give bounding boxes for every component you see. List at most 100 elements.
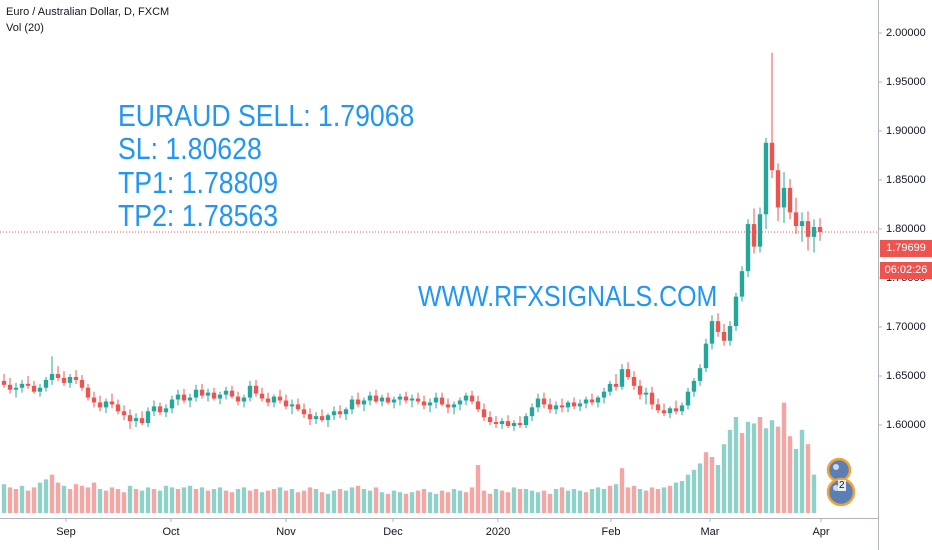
- candle-body: [709, 321, 715, 344]
- price-tick-label: 1.90000: [886, 125, 926, 137]
- volume-bar: [265, 490, 271, 513]
- candle-body: [223, 390, 229, 395]
- candle-body: [589, 399, 595, 403]
- candle-body: [229, 390, 235, 397]
- candle-body: [541, 398, 547, 405]
- time-tick-label: Nov: [276, 526, 296, 538]
- candle-body: [463, 395, 469, 401]
- volume-bar: [49, 474, 55, 513]
- candle-body: [319, 416, 325, 421]
- volume-bar: [727, 429, 733, 513]
- candle-body: [559, 405, 565, 408]
- volume-bar: [379, 492, 385, 513]
- volume-bar: [277, 487, 283, 513]
- volume-bar: [295, 492, 301, 513]
- candle-body: [715, 321, 721, 332]
- volume-bar: [613, 484, 619, 513]
- candle-body: [697, 368, 703, 381]
- candle-body: [745, 224, 751, 272]
- candle-body: [505, 421, 511, 426]
- candle-body: [259, 393, 265, 399]
- candle-body: [631, 376, 637, 386]
- price-tick-label: 1.95000: [886, 76, 926, 88]
- volume-bar: [253, 489, 259, 513]
- candle-body: [493, 422, 499, 425]
- candle-body: [283, 400, 289, 407]
- volume-bar: [331, 490, 337, 513]
- volume-bar: [523, 489, 529, 513]
- volume-bar: [385, 493, 391, 513]
- candle-body: [355, 399, 361, 405]
- candle-body: [637, 385, 643, 395]
- candle-body: [763, 142, 769, 215]
- symbol-legend[interactable]: Euro / Australian Dollar, D, FXCM: [6, 6, 170, 18]
- price-tick-label: 1.80000: [886, 223, 926, 235]
- candle-body: [397, 396, 403, 400]
- volume-bar: [85, 487, 91, 513]
- volume-bar: [547, 493, 553, 513]
- candle-body: [97, 402, 103, 408]
- price-tick-label: 1.65000: [886, 370, 926, 382]
- volume-bar: [535, 492, 541, 513]
- candle-body: [361, 400, 367, 405]
- volume-bar: [469, 487, 475, 513]
- volume-bar: [661, 487, 667, 513]
- volume-bar: [733, 417, 739, 513]
- volume-bar: [577, 490, 583, 513]
- volume-bar: [463, 492, 469, 513]
- volume-bar: [505, 492, 511, 513]
- volume-bar: [223, 490, 229, 513]
- volume-bar: [127, 485, 133, 513]
- volume-bar: [211, 489, 217, 513]
- candle-body: [391, 399, 397, 403]
- volume-bar: [799, 429, 805, 513]
- volume-bar: [139, 490, 145, 513]
- candle-body: [109, 401, 115, 405]
- volume-bar: [583, 492, 589, 513]
- candle-body: [475, 401, 481, 410]
- candle-body: [661, 410, 667, 414]
- website-watermark: WWW.RFXSIGNALS.COM: [418, 281, 718, 313]
- candle-body: [337, 411, 343, 415]
- candle-body: [67, 376, 73, 383]
- volume-bar: [31, 487, 37, 513]
- candle-body: [655, 404, 661, 411]
- volume-bar: [793, 449, 799, 513]
- candle-body: [409, 398, 415, 401]
- time-tick-label: Apr: [812, 526, 830, 538]
- price-tick-label: 1.70000: [886, 321, 926, 333]
- volume-legend[interactable]: Vol (20): [6, 22, 44, 34]
- candle-body: [73, 376, 79, 380]
- price-tick-label: 1.60000: [886, 419, 926, 431]
- volume-bar: [739, 433, 745, 513]
- candle-body: [157, 406, 163, 413]
- time-tick-label: Oct: [162, 526, 180, 538]
- candle-body: [739, 271, 745, 297]
- time-tick-label: Mar: [700, 526, 720, 538]
- volume-bar: [229, 492, 235, 513]
- candle-body: [385, 397, 391, 403]
- candle-body: [799, 221, 805, 227]
- volume-bar: [97, 489, 103, 513]
- candle-body: [793, 212, 799, 227]
- candle-body: [613, 383, 619, 387]
- candle-body: [487, 417, 493, 423]
- candle-body: [535, 398, 541, 408]
- volume-bar: [631, 485, 637, 513]
- candle-body: [61, 377, 67, 383]
- candle-body: [13, 387, 19, 390]
- candle-body: [733, 296, 739, 327]
- volume-bar: [763, 428, 769, 513]
- candle-body: [331, 411, 337, 416]
- candle-body: [769, 142, 775, 171]
- candle-body: [127, 415, 133, 422]
- events-badge-icon[interactable]: [822, 456, 860, 508]
- signal-tp2-text: TP2: 1.78563: [118, 198, 279, 233]
- volume-bar: [145, 487, 151, 513]
- volume-bar: [163, 485, 169, 513]
- volume-bar: [481, 490, 487, 513]
- candle-body: [691, 380, 697, 392]
- volume-bar: [259, 492, 265, 513]
- candle-body: [91, 397, 97, 403]
